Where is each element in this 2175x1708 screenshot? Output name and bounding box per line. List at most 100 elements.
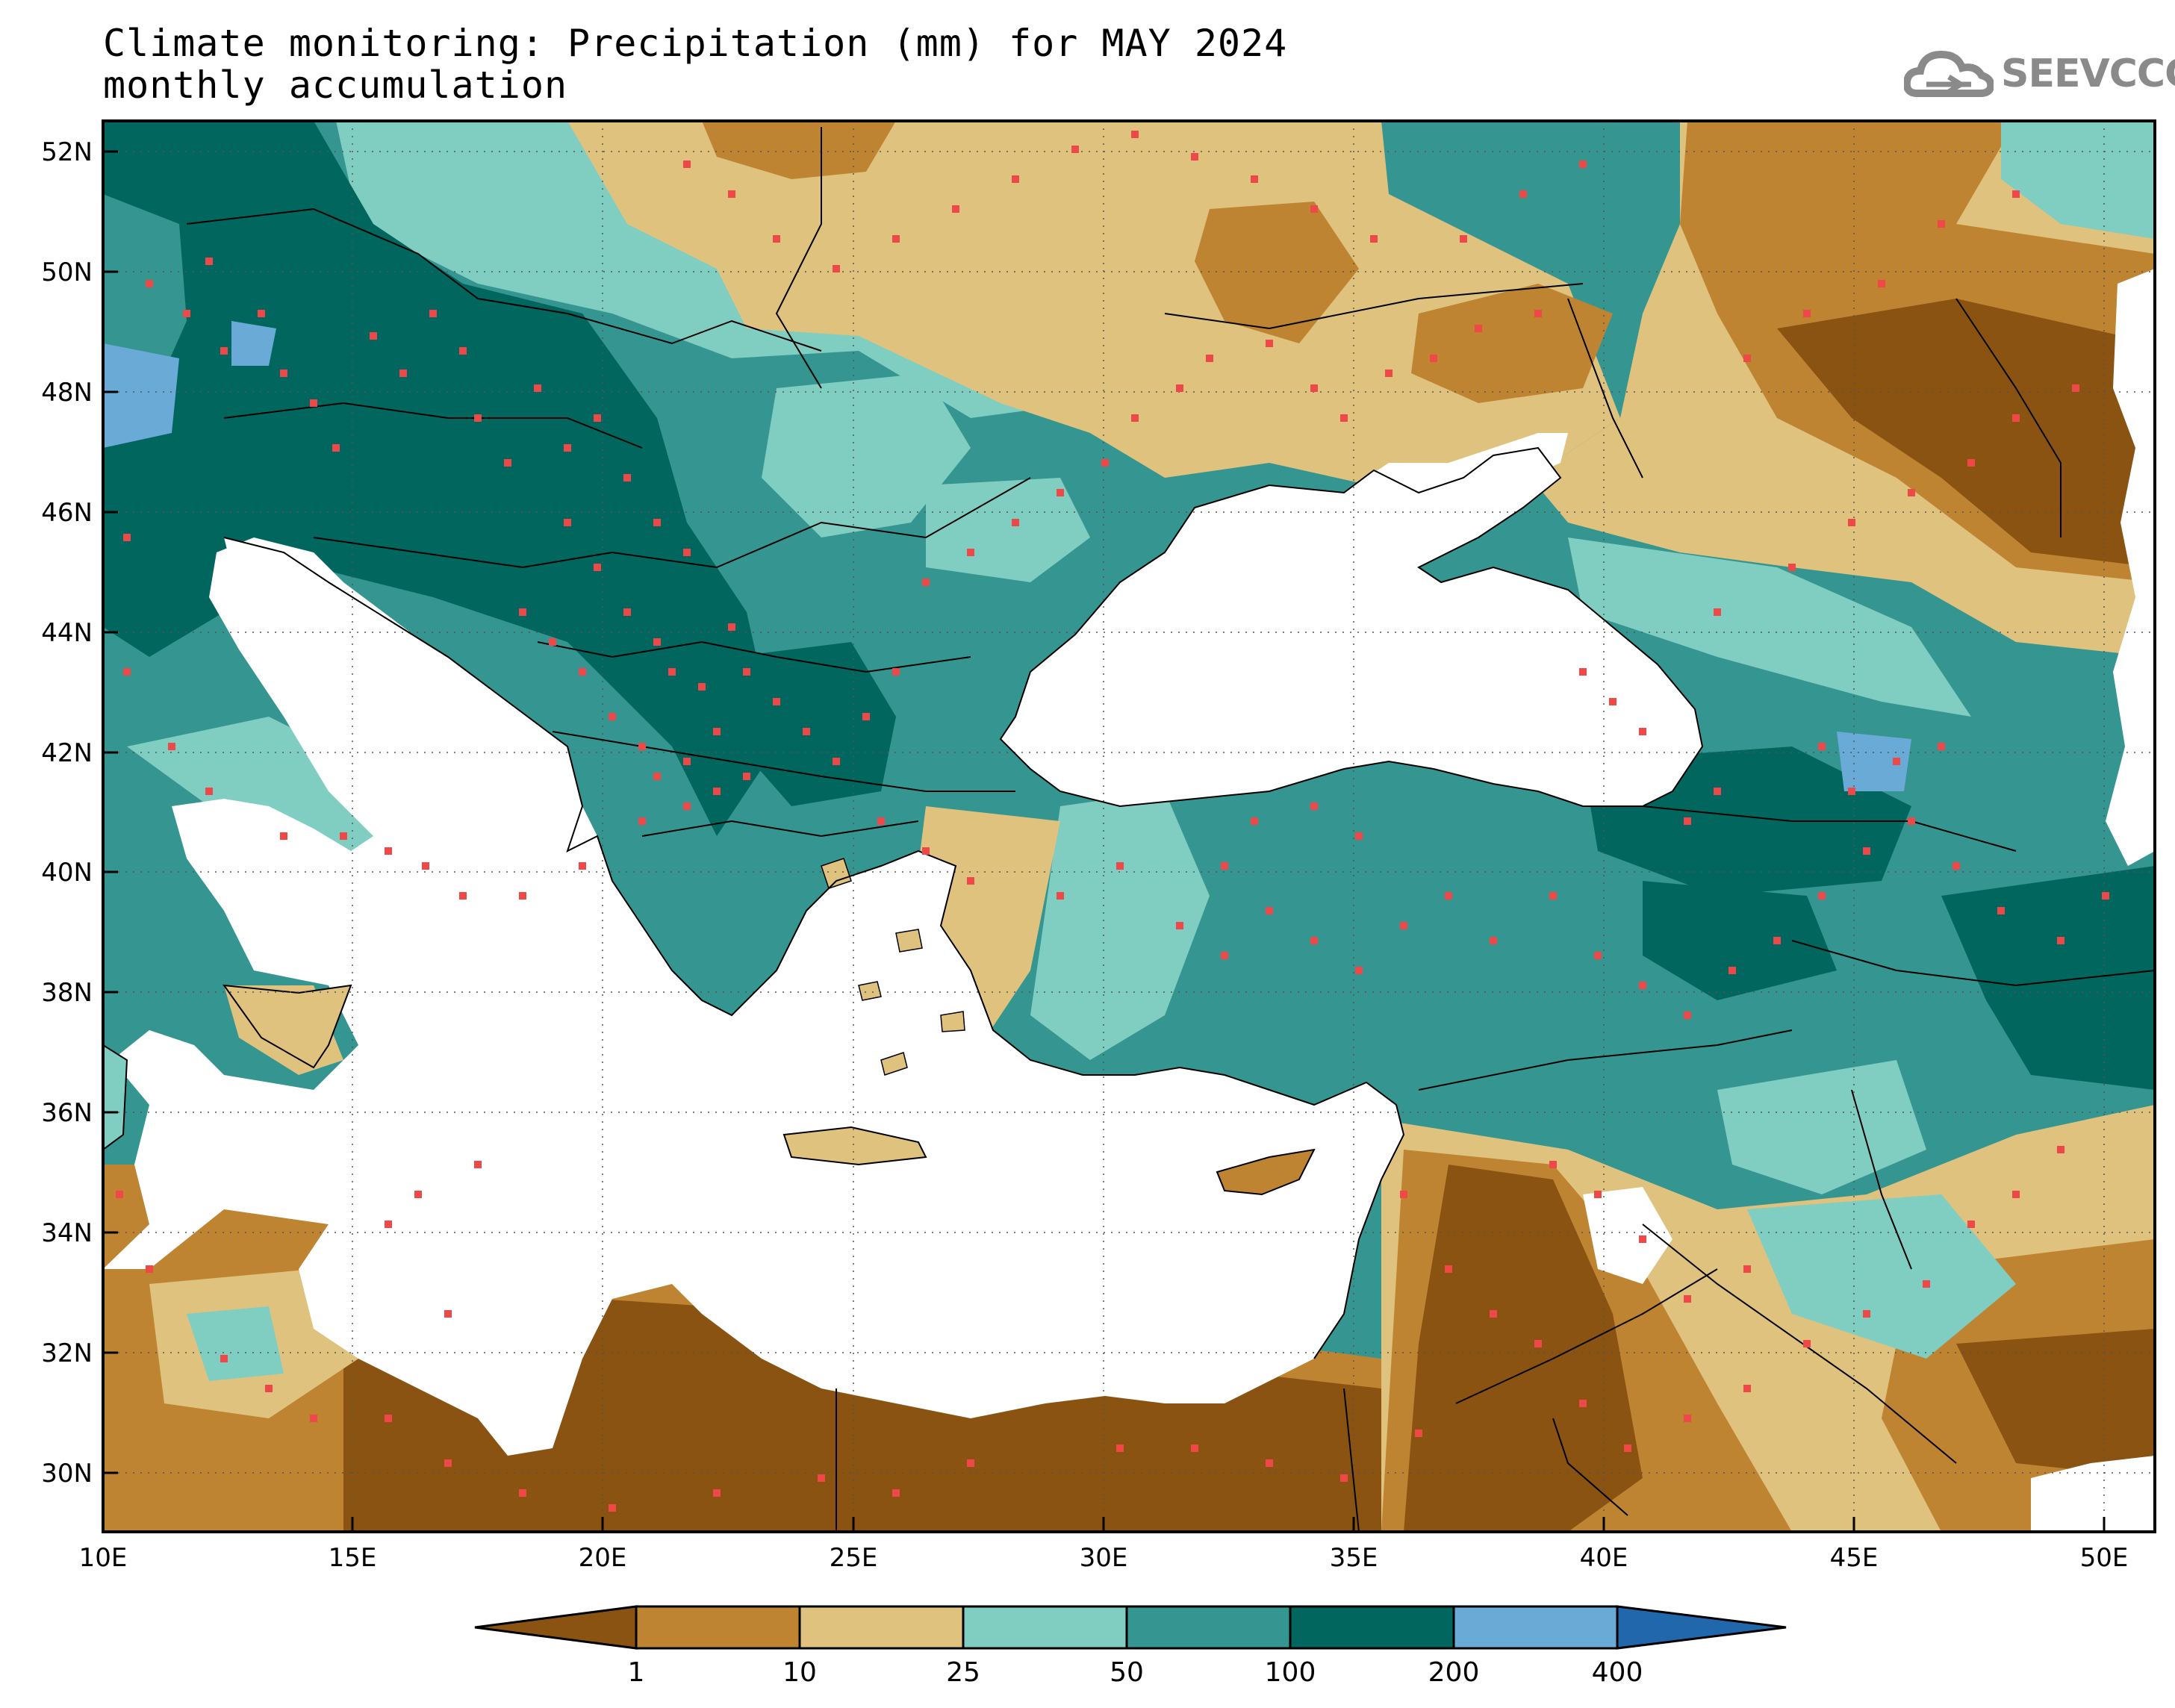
station-marker <box>1355 832 1363 840</box>
colorbar-label: 25 <box>946 1657 980 1688</box>
station-marker <box>1460 235 1467 243</box>
latitude-axis <box>103 150 118 1474</box>
station-marker <box>579 862 586 870</box>
map-title: Climate monitoring: Precipitation (mm) f… <box>103 22 1287 106</box>
station-marker <box>1206 355 1213 362</box>
station-marker <box>1340 1474 1348 1482</box>
station-marker <box>713 1489 721 1497</box>
station-marker <box>1967 459 1975 467</box>
station-marker <box>504 459 511 467</box>
station-marker <box>743 773 750 780</box>
mediterranean-sea <box>103 537 1404 1456</box>
station-marker <box>1863 847 1870 855</box>
station-marker <box>1878 280 1885 287</box>
lon-label: 30E <box>1080 1543 1128 1573</box>
station-marker <box>952 205 959 213</box>
station-marker <box>385 847 392 855</box>
colorbar-label: 200 <box>1428 1657 1480 1688</box>
station-marker <box>280 832 287 840</box>
station-marker <box>1071 146 1079 153</box>
station-marker <box>683 160 691 168</box>
station-marker <box>1803 310 1811 317</box>
persian-gulf <box>2031 1456 2155 1532</box>
station-marker <box>444 1459 452 1467</box>
colorbar-segment <box>1452 1605 1619 1650</box>
colorbar-extend-low <box>474 1605 638 1650</box>
country-borders <box>186 127 2155 1532</box>
colorbar-segment <box>1125 1605 1292 1650</box>
station-marker <box>1251 175 1258 183</box>
station-marker <box>1714 608 1721 616</box>
station-marker <box>1355 967 1363 974</box>
station-marker <box>862 713 870 720</box>
lat-label: 50N <box>41 258 93 287</box>
adriatic-sea <box>224 537 582 851</box>
station-marker <box>385 1415 392 1422</box>
colorbar-label: 50 <box>1110 1657 1144 1688</box>
lon-label: 40E <box>1580 1543 1628 1573</box>
station-marker <box>564 444 571 452</box>
station-marker <box>1729 967 1736 974</box>
station-marker <box>1116 1444 1124 1452</box>
station-marker <box>1534 310 1542 317</box>
lat-label: 52N <box>41 137 93 167</box>
station-marker <box>638 817 646 825</box>
station-marker <box>594 564 601 571</box>
lon-label: 10E <box>79 1543 128 1573</box>
station-marker <box>668 668 676 676</box>
station-marker <box>743 668 750 676</box>
station-marker <box>2012 190 2020 198</box>
station-marker <box>892 1489 900 1497</box>
station-marker <box>1938 220 1945 228</box>
lat-label: 30N <box>41 1459 93 1489</box>
station-marker <box>2012 414 2020 422</box>
station-marker <box>1594 952 1602 959</box>
station-marker <box>1549 1161 1557 1168</box>
sardinia <box>103 1044 128 1151</box>
station-marker <box>1579 1400 1587 1407</box>
station-marker <box>922 579 930 586</box>
sea-of-azov <box>1344 433 1568 530</box>
station-marker <box>2057 1146 2064 1153</box>
station-marker <box>683 758 691 765</box>
map-frame <box>102 119 2156 1533</box>
graticule <box>103 121 2155 1532</box>
station-marker <box>892 235 900 243</box>
station-marker <box>1684 1415 1691 1422</box>
station-marker <box>713 788 721 795</box>
aegean-islands <box>821 858 965 1076</box>
station-marker <box>967 877 974 885</box>
station-marker <box>1131 414 1139 422</box>
station-marker <box>1445 892 1452 900</box>
station-marker <box>1176 922 1183 929</box>
station-marker <box>1490 937 1497 944</box>
station-marker <box>340 832 347 840</box>
lat-label: 34N <box>41 1218 93 1248</box>
station-marker <box>1266 1459 1273 1467</box>
station-marker <box>1952 862 1960 870</box>
station-marker <box>653 519 661 526</box>
station-marker <box>1908 817 1915 825</box>
colorbar <box>474 1605 1787 1650</box>
station-marker <box>1519 190 1527 198</box>
station-marker <box>146 1265 153 1273</box>
station-marker <box>1773 937 1781 944</box>
station-marker <box>1131 131 1139 138</box>
station-marker <box>168 743 175 750</box>
station-markers <box>116 131 2109 1512</box>
logo-text: SEEVCCC <box>2001 52 2175 96</box>
colorbar-label: 400 <box>1592 1657 1643 1688</box>
dead-sea-region <box>1583 1187 1673 1284</box>
station-marker <box>123 534 131 541</box>
lon-label: 25E <box>830 1543 878 1573</box>
station-marker <box>258 310 265 317</box>
lon-label: 15E <box>329 1543 377 1573</box>
crete <box>782 1126 927 1166</box>
station-marker <box>534 384 541 392</box>
colorbar-segment <box>962 1605 1128 1650</box>
station-marker <box>1938 743 1945 750</box>
station-marker <box>1445 1265 1452 1273</box>
station-marker <box>1684 817 1691 825</box>
lat-label: 42N <box>41 738 93 768</box>
precipitation-field <box>103 121 2155 1532</box>
